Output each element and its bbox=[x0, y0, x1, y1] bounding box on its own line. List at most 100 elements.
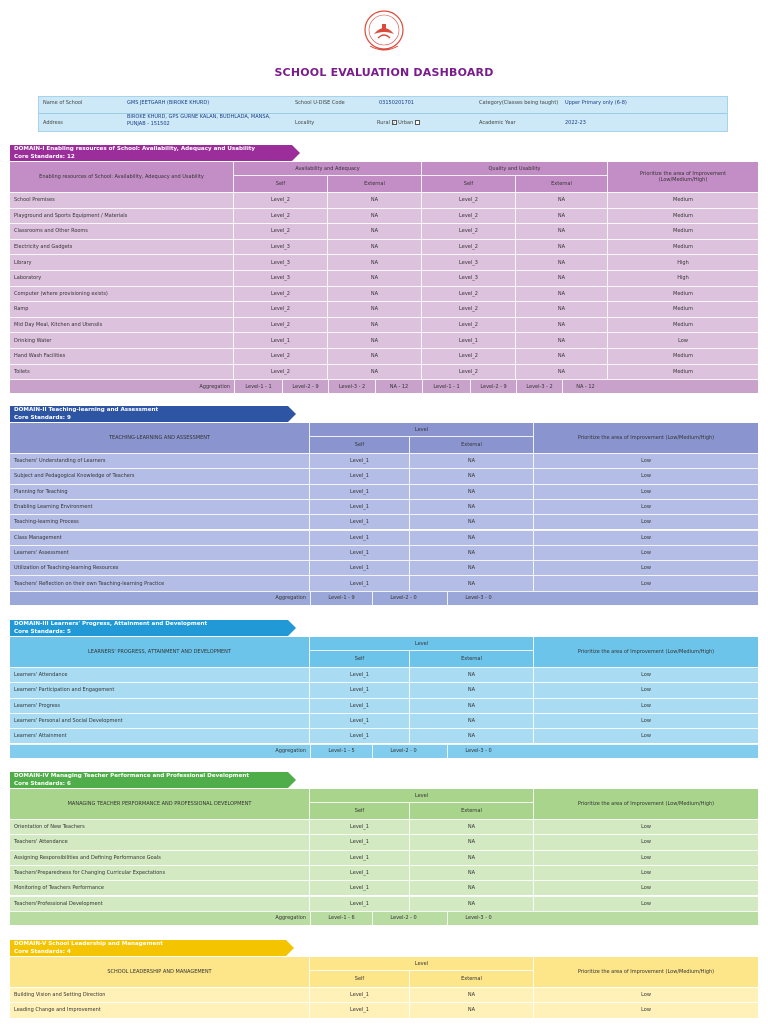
row-name: Library bbox=[10, 255, 234, 270]
row-self: Level_1 bbox=[310, 988, 410, 1003]
row-priority: Low bbox=[641, 473, 651, 480]
row-priority: Medium bbox=[673, 353, 693, 360]
aggregation-label: Aggregation bbox=[275, 595, 306, 602]
udise-value: 03150201701 bbox=[379, 100, 414, 106]
row-quality-external: NA bbox=[516, 208, 608, 224]
row-external: NA bbox=[410, 561, 534, 576]
header-external: External bbox=[410, 651, 534, 667]
table-row: Orientation of New Teachers Level_1 NA Low bbox=[10, 819, 758, 835]
row-quality-external: NA bbox=[516, 193, 608, 208]
header-priority: Prioritize the area of Improvement (Low/… bbox=[577, 969, 715, 975]
table-row: Utilization of Teaching-learning Resourc… bbox=[10, 560, 758, 576]
row-availability-self: Level_3 bbox=[234, 271, 328, 286]
address-label: Address bbox=[43, 120, 63, 126]
row-availability-external: NA bbox=[328, 349, 422, 364]
table-header: MANAGING TEACHER PERFORMANCE AND PROFESS… bbox=[10, 789, 758, 819]
row-name: Teachers'Preparedness for Changing Curri… bbox=[10, 865, 310, 881]
row-name: Drinking Water bbox=[10, 333, 234, 348]
table-row: Drinking Water Level_1 NA Level_1 NA Low bbox=[10, 332, 758, 348]
rural-label: Rural bbox=[377, 120, 390, 126]
urban-checkbox[interactable] bbox=[414, 120, 420, 125]
row-name: Subject and Pedagogical Knowledge of Tea… bbox=[10, 469, 310, 484]
table-row: Monitoring of Teachers Performance Level_… bbox=[10, 880, 758, 896]
row-priority: Medium bbox=[673, 306, 693, 313]
row-self: Level_1 bbox=[310, 865, 410, 881]
row-quality-self: Level_2 bbox=[422, 224, 516, 239]
row-priority: Low bbox=[641, 672, 651, 679]
table-row: Toilets Level_2 NA Level_2 NA Medium bbox=[10, 363, 758, 380]
row-priority: Medium bbox=[673, 228, 693, 235]
rural-checkbox[interactable]: ✓ bbox=[391, 120, 397, 125]
row-name: Learners' Participation and Engagement bbox=[10, 683, 310, 698]
row-self: Level_1 bbox=[310, 896, 410, 911]
aggregation-value: Level-1 - 1 bbox=[234, 380, 282, 394]
row-self: Level_1 bbox=[310, 698, 410, 713]
domain-title: DOMAIN-III Learners' Progress, Attainmen… bbox=[14, 621, 208, 627]
row-priority: Low bbox=[641, 580, 651, 587]
row-external: NA bbox=[410, 469, 534, 484]
domain-banner: DOMAIN-V School Leadership and Managemen… bbox=[10, 940, 294, 956]
address-value: BIROKE KHURD, GPS GURNE KALAN, BUDHLADA,… bbox=[127, 114, 271, 127]
row-name: Enabling Learning Environment bbox=[10, 499, 310, 515]
row-name: Building Vision and Setting Direction bbox=[10, 988, 310, 1003]
row-name: Class Management bbox=[10, 530, 310, 545]
row-self: Level_1 bbox=[310, 469, 410, 484]
table-row: Learners' Attendance Level_1 NA Low bbox=[10, 667, 758, 683]
row-self: Level_1 bbox=[310, 1003, 410, 1018]
header-level: Level bbox=[310, 789, 534, 803]
table-row: Hand Wash Facilities Level_2 NA Level_2 NA Me… bbox=[10, 348, 758, 364]
row-name: Hand Wash Facilities bbox=[10, 349, 234, 364]
row-priority: Low bbox=[641, 854, 651, 861]
aggregation-value: NA - 12 bbox=[375, 380, 422, 394]
header-area-label: LEARNERS' PROGRESS, ATTAINMENT AND DEVEL… bbox=[10, 637, 310, 667]
row-external: NA bbox=[410, 820, 534, 835]
row-external: NA bbox=[410, 850, 534, 865]
header-external: External bbox=[410, 437, 534, 453]
locality-options: Rural ✓ Urban bbox=[377, 120, 420, 127]
row-name: Teachers'Professional Development bbox=[10, 896, 310, 911]
domain-banner: DOMAIN-III Learners' Progress, Attainmen… bbox=[10, 620, 296, 636]
row-external: NA bbox=[410, 515, 534, 530]
row-availability-external: NA bbox=[328, 255, 422, 270]
row-name: Planning for Teaching bbox=[10, 484, 310, 499]
row-external: NA bbox=[410, 896, 534, 911]
table-row: Library Level_3 NA Level_3 NA High bbox=[10, 254, 758, 270]
row-external: NA bbox=[410, 881, 534, 896]
row-external: NA bbox=[410, 484, 534, 499]
table-row: Learners' Participation and Engagement Le… bbox=[10, 682, 758, 698]
domain-title: DOMAIN-II Teaching-learning and Assessme… bbox=[14, 407, 159, 413]
name-value: GMS JEETGARH (BIROKE KHURD) bbox=[127, 100, 210, 106]
row-quality-self: Level_2 bbox=[422, 208, 516, 224]
table-row: Subject and Pedagogical Knowledge of Tea… bbox=[10, 468, 758, 484]
header-subcol-1: External bbox=[328, 176, 422, 192]
banner-arrow-icon bbox=[288, 620, 296, 636]
row-availability-external: NA bbox=[328, 333, 422, 348]
table-row: Assigning Responsibilities and Defining … bbox=[10, 849, 758, 865]
table-row: Mid Day Meal, Kitchen and Utensils Level_… bbox=[10, 316, 758, 333]
row-name: Learners' Attainment bbox=[10, 729, 310, 744]
row-availability-self: Level_3 bbox=[234, 255, 328, 270]
aggregation-value: Level-2 - 9 bbox=[470, 380, 516, 394]
row-priority: Medium bbox=[673, 290, 693, 297]
emblem-logo-icon bbox=[364, 10, 404, 51]
row-priority: Low bbox=[641, 519, 651, 526]
row-external: NA bbox=[410, 530, 534, 545]
row-priority: Medium bbox=[673, 244, 693, 251]
row-availability-self: Level_1 bbox=[234, 333, 328, 348]
udise-label: School U-DISE Code bbox=[295, 100, 345, 106]
row-name: Leading Change and Improvement bbox=[10, 1003, 310, 1018]
row-priority: Low bbox=[641, 504, 651, 511]
row-availability-external: NA bbox=[328, 193, 422, 208]
category-value: Upper Primary only (6-8) bbox=[565, 100, 627, 106]
aggregation-value: Level-3 - 0 bbox=[447, 744, 509, 758]
table-row: School Premises Level_2 NA Level_2 NA Medium bbox=[10, 192, 758, 208]
core-standards: Core Standards: 12 bbox=[14, 153, 75, 160]
row-name: School Premises bbox=[10, 193, 234, 208]
row-name: Learners' Assessment bbox=[10, 545, 310, 561]
row-self: Level_1 bbox=[310, 515, 410, 530]
header-group-availability: Availability and Adequacy bbox=[234, 162, 422, 176]
aggregation-value: Level-2 - 0 bbox=[372, 744, 434, 758]
row-self: Level_1 bbox=[310, 454, 410, 469]
aggregation-value: Level-2 - 9 bbox=[282, 380, 328, 394]
header-priority: Prioritize the area of Improvement (Low/… bbox=[639, 171, 727, 183]
